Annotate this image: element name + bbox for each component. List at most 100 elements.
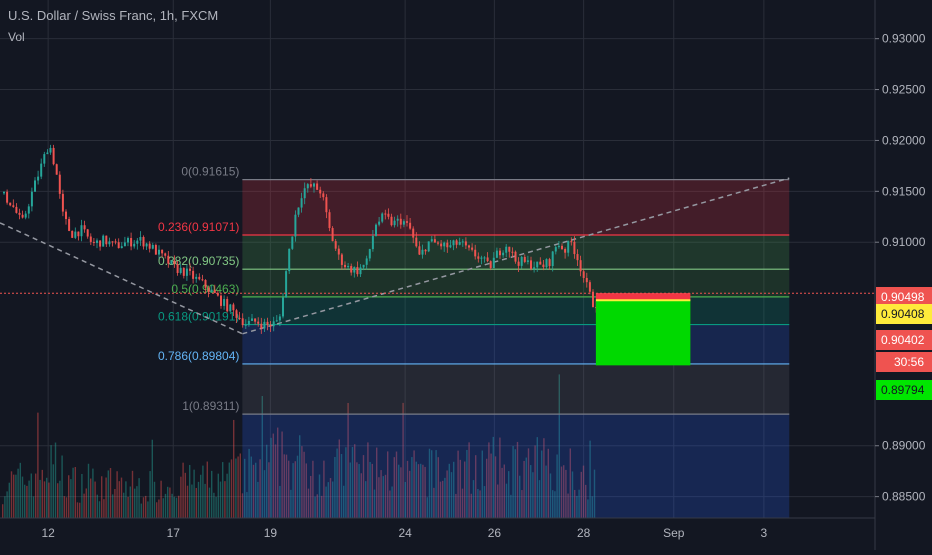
candle-body: [21, 214, 24, 218]
candle-body: [263, 321, 266, 329]
volume-bar: [340, 454, 343, 518]
candle-body: [238, 317, 241, 319]
volume-bar: [248, 448, 250, 518]
volume-bar: [57, 483, 59, 518]
volume-bar: [171, 493, 173, 518]
volume-bar: [376, 447, 378, 518]
volume-bar: [217, 473, 219, 518]
candle-body: [588, 282, 591, 292]
volume-bar: [230, 459, 233, 518]
volume-bar: [433, 487, 435, 518]
candle-body: [282, 297, 284, 317]
candle-body: [520, 256, 523, 266]
volume-bar: [112, 494, 114, 518]
candle-body: [371, 235, 374, 250]
volume-bar: [204, 483, 206, 518]
volume-bar: [373, 489, 376, 518]
volume-bar: [382, 476, 384, 518]
candle-body: [517, 261, 520, 266]
candle-body: [220, 295, 222, 306]
candle-body: [359, 267, 362, 275]
volume-bar: [167, 486, 169, 518]
volume-bar: [107, 470, 109, 518]
volume-bar: [193, 469, 195, 518]
volume-bar: [52, 464, 54, 518]
volume-bar: [266, 444, 268, 518]
volume-bar: [532, 472, 534, 518]
volume-bar: [492, 436, 494, 518]
volume-bar: [481, 450, 483, 518]
candle-body: [461, 241, 464, 243]
candle-body: [533, 267, 536, 269]
volume-bar: [290, 489, 292, 518]
volume-bar: [468, 442, 470, 518]
candle-body: [443, 242, 446, 247]
candle-body: [136, 240, 139, 244]
volume-bar: [103, 499, 105, 518]
volume-bar: [43, 481, 46, 518]
volume-bar: [59, 480, 61, 518]
volume-bar: [250, 456, 252, 518]
volume-bar: [446, 470, 448, 518]
candle-body: [406, 221, 408, 223]
trendlines[interactable]: [0, 177, 790, 335]
volume-bar: [74, 466, 76, 518]
candle-body: [285, 271, 288, 298]
volume-bar: [140, 503, 142, 518]
position-box[interactable]: [595, 293, 691, 366]
candle-body: [111, 241, 114, 243]
candle-body: [489, 261, 492, 268]
candle-body: [440, 243, 443, 247]
candle-body: [52, 147, 55, 165]
volume-bar: [244, 458, 246, 518]
price-label-text: 0.90498: [881, 290, 925, 304]
volume-bar: [118, 481, 120, 518]
candle-body: [526, 260, 529, 262]
volume-bar: [545, 465, 547, 518]
volume-bar: [378, 477, 380, 518]
candle-body: [278, 316, 281, 321]
candle-body: [37, 176, 40, 181]
candle-body: [102, 235, 105, 247]
volume-bar: [235, 458, 237, 518]
volume-bar: [395, 451, 398, 518]
volume-bar: [6, 491, 8, 518]
volume-bar: [516, 441, 519, 518]
candle-body: [455, 240, 458, 245]
volume-bar: [519, 475, 521, 518]
volume-bar: [558, 374, 560, 518]
volume-bar: [365, 481, 367, 518]
fib-retracement[interactable]: 0(0.91615) 0.236(0.91071) 0.382(0.90735) 0.…: [158, 165, 790, 518]
volume-bar: [587, 499, 589, 518]
candle-body: [241, 318, 244, 326]
volume-bar: [24, 484, 26, 518]
candle-body: [99, 240, 102, 247]
volume-bar: [466, 449, 468, 518]
time-tick-label: 17: [167, 526, 181, 540]
volume-bar: [279, 485, 281, 518]
volume-bar: [94, 481, 96, 518]
volume-bar: [321, 495, 323, 518]
volume-bar: [19, 462, 21, 518]
volume-bar: [316, 494, 318, 518]
candle-body: [34, 180, 36, 192]
candle-body: [182, 267, 185, 276]
volume-bar: [252, 464, 255, 518]
candle-body: [340, 254, 343, 265]
volume-bar: [4, 496, 6, 518]
volume-bar: [582, 465, 585, 518]
candle-body: [61, 193, 64, 212]
volume-bar: [457, 450, 459, 518]
price-label-box: [876, 330, 932, 350]
candle-body: [210, 289, 213, 292]
volume-bar: [149, 471, 151, 518]
candle-body: [65, 211, 67, 220]
candle-body: [257, 321, 260, 324]
candle-body: [334, 241, 337, 249]
volume-bar: [523, 460, 525, 518]
volume-bar: [200, 474, 202, 518]
volume-bar: [92, 468, 94, 518]
candle-body: [381, 213, 384, 222]
volume-bar: [413, 450, 415, 518]
